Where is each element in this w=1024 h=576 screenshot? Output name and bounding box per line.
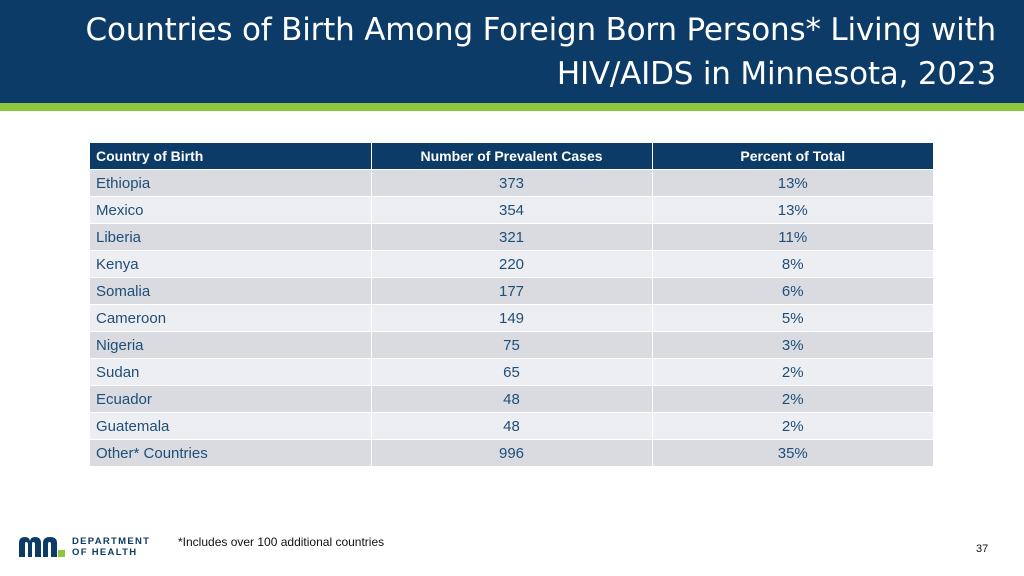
cell-percent: 2%	[652, 385, 933, 413]
cell-percent: 11%	[652, 223, 933, 251]
column-header-country: Country of Birth	[90, 143, 372, 170]
table-row: Other* Countries 996 35%	[90, 439, 933, 466]
cell-country: Kenya	[90, 250, 372, 278]
cell-percent: 35%	[652, 439, 933, 466]
cell-percent: 3%	[652, 331, 933, 359]
cell-cases: 65	[371, 358, 653, 386]
cell-percent: 13%	[652, 169, 933, 197]
cell-cases: 177	[371, 277, 653, 305]
logo-text-line-1: DEPARTMENT	[72, 536, 151, 547]
cell-cases: 373	[371, 169, 653, 197]
table-row: Liberia 321 11%	[90, 223, 933, 251]
table-row: Guatemala 48 2%	[90, 412, 933, 440]
cell-percent: 8%	[652, 250, 933, 278]
cell-country: Liberia	[90, 223, 372, 251]
mn-logo-icon	[19, 537, 65, 557]
cell-cases: 220	[371, 250, 653, 278]
table-header-row: Country of Birth Number of Prevalent Cas…	[90, 143, 933, 170]
cell-percent: 2%	[652, 412, 933, 440]
table-row: Somalia 177 6%	[90, 277, 933, 305]
slide-title-line-1: Countries of Birth Among Foreign Born Pe…	[85, 12, 997, 48]
cell-cases: 354	[371, 196, 653, 224]
footnote: *Includes over 100 additional countries	[178, 535, 385, 549]
mdh-logo: DEPARTMENT OF HEALTH	[18, 533, 150, 561]
cell-country: Somalia	[90, 277, 372, 305]
table-row: Sudan 65 2%	[90, 358, 933, 386]
cell-country: Ethiopia	[90, 169, 372, 197]
cell-country: Other* Countries	[90, 439, 372, 466]
cell-percent: 6%	[652, 277, 933, 305]
cell-cases: 48	[371, 385, 653, 413]
banner-accent-rule	[0, 103, 1024, 111]
cell-cases: 996	[371, 439, 653, 466]
table-row: Cameroon 149 5%	[90, 304, 933, 332]
title-banner	[0, 0, 1024, 103]
slide-title-line-2: HIV/AIDS in Minnesota, 2023	[556, 56, 996, 92]
table-row: Mexico 354 13%	[90, 196, 933, 224]
table-row: Nigeria 75 3%	[90, 331, 933, 359]
page-number: 37	[976, 543, 989, 555]
cell-cases: 149	[371, 304, 653, 332]
cell-country: Sudan	[90, 358, 372, 386]
cell-percent: 2%	[652, 358, 933, 386]
country-of-birth-table: Country of Birth Number of Prevalent Cas…	[90, 143, 933, 466]
mdh-logo-wordmark: DEPARTMENT OF HEALTH	[72, 536, 150, 558]
table-row: Ecuador 48 2%	[90, 385, 933, 413]
cell-cases: 321	[371, 223, 653, 251]
table-row: Kenya 220 8%	[90, 250, 933, 278]
logo-text-line-2: OF HEALTH	[72, 547, 138, 558]
cell-cases: 75	[371, 331, 653, 359]
column-header-cases: Number of Prevalent Cases	[371, 143, 653, 170]
slide-title: Countries of Birth Among Foreign Born Pe…	[36, 8, 997, 96]
cell-country: Mexico	[90, 196, 372, 224]
cell-cases: 48	[371, 412, 653, 440]
cell-country: Nigeria	[90, 331, 372, 359]
cell-country: Cameroon	[90, 304, 372, 332]
cell-percent: 5%	[652, 304, 933, 332]
cell-country: Guatemala	[90, 412, 372, 440]
table-row: Ethiopia 373 13%	[90, 169, 933, 197]
cell-percent: 13%	[652, 196, 933, 224]
column-header-percent: Percent of Total	[652, 143, 933, 170]
cell-country: Ecuador	[90, 385, 372, 413]
